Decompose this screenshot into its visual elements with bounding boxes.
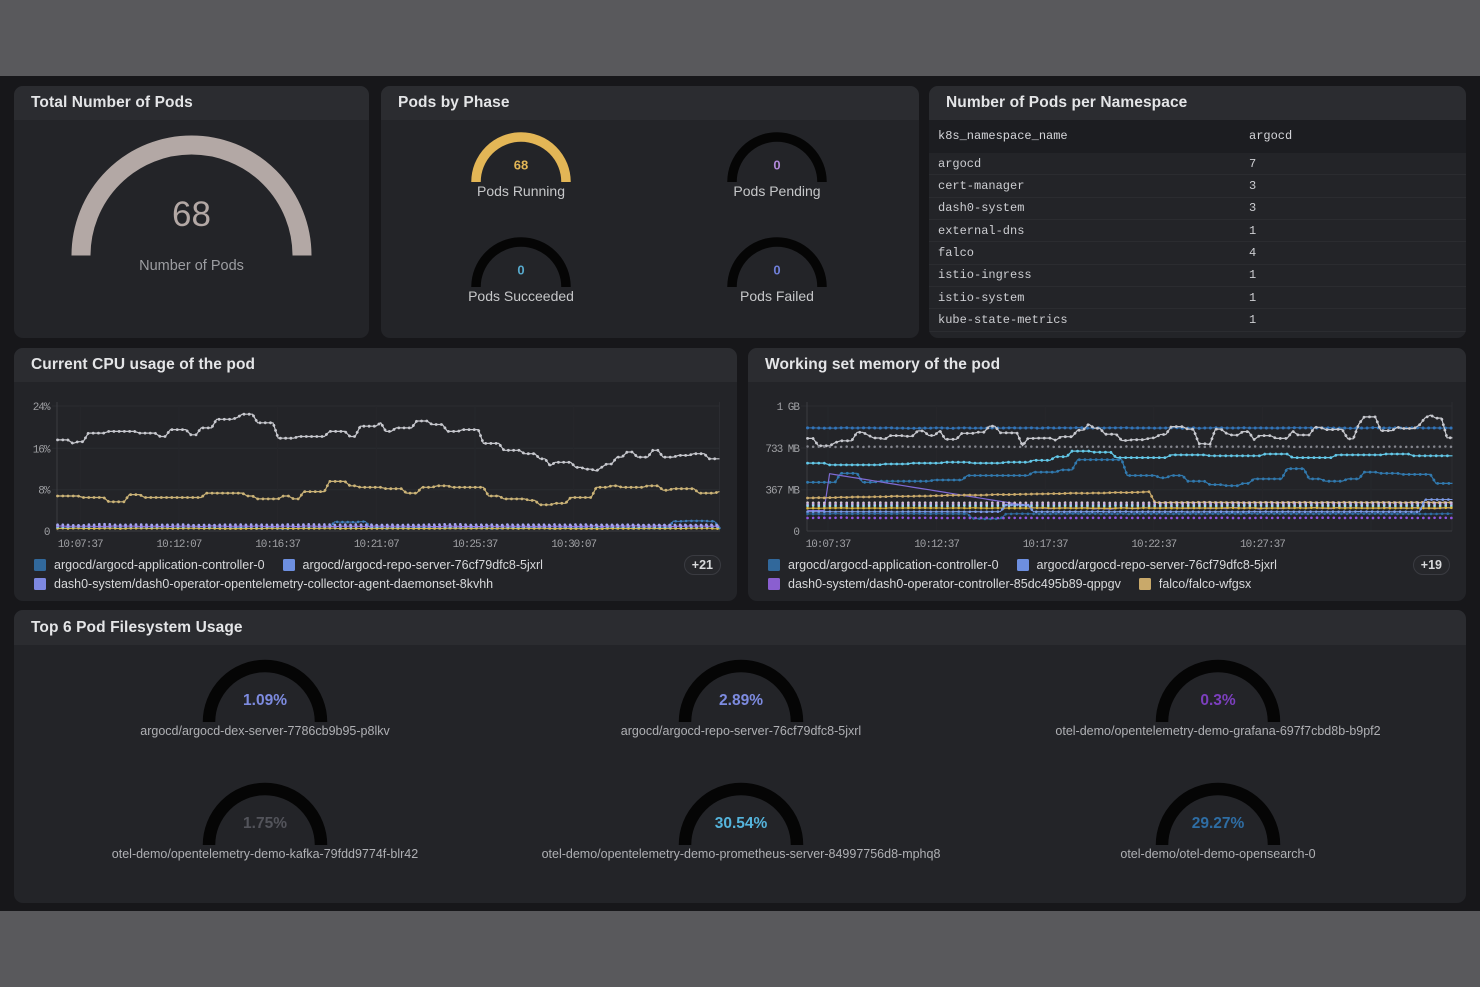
svg-text:10:27:37: 10:27:37 [1240, 539, 1285, 551]
svg-text:24%: 24% [33, 402, 51, 414]
svg-text:10:07:37: 10:07:37 [806, 539, 851, 551]
svg-text:10:12:07: 10:12:07 [156, 539, 201, 551]
svg-text:10:17:37: 10:17:37 [1023, 539, 1068, 551]
svg-text:1 GB: 1 GB [777, 402, 801, 414]
svg-text:10:30:07: 10:30:07 [551, 539, 596, 551]
svg-text:10:22:37: 10:22:37 [1131, 539, 1176, 551]
svg-text:0: 0 [44, 527, 50, 539]
svg-text:10:16:37: 10:16:37 [255, 539, 300, 551]
svg-text:16%: 16% [33, 444, 51, 456]
svg-text:8%: 8% [38, 486, 51, 498]
svg-text:733 MB: 733 MB [765, 444, 800, 456]
svg-text:10:21:07: 10:21:07 [354, 539, 399, 551]
svg-text:367 MB: 367 MB [765, 486, 800, 498]
svg-text:10:25:37: 10:25:37 [453, 539, 498, 551]
svg-text:10:07:37: 10:07:37 [58, 539, 103, 551]
svg-text:0: 0 [793, 527, 799, 539]
svg-text:10:12:37: 10:12:37 [914, 539, 959, 551]
